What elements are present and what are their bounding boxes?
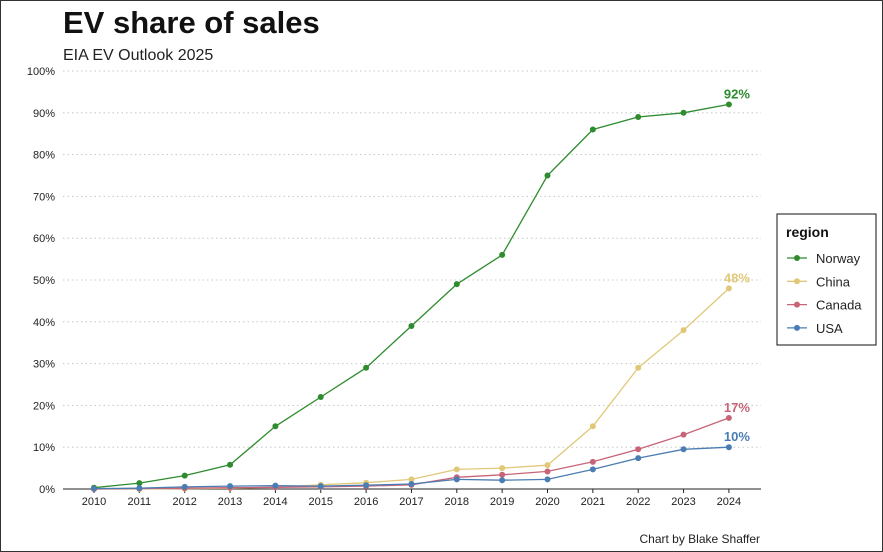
data-point-usa (227, 483, 234, 490)
data-point-norway (272, 423, 279, 430)
legend-label-canada: Canada (816, 298, 862, 313)
data-point-china (453, 466, 460, 473)
data-point-norway (181, 472, 188, 479)
data-point-canada (589, 458, 596, 465)
legend-marker-canada (794, 301, 800, 308)
data-point-norway (136, 480, 143, 487)
data-point-usa (136, 485, 143, 492)
end-label-canada: 17% (724, 400, 750, 415)
x-tick-label: 2012 (172, 496, 196, 508)
data-point-china (635, 364, 642, 371)
y-tick-label: 30% (33, 359, 55, 371)
chart-title: EV share of sales (63, 5, 320, 40)
data-point-canada (725, 414, 732, 421)
data-point-usa (272, 482, 279, 489)
data-point-norway (453, 281, 460, 288)
data-point-norway (499, 251, 506, 258)
data-point-china (408, 476, 415, 483)
x-tick-label: 2024 (717, 496, 741, 508)
data-point-canada (499, 471, 506, 478)
chart-caption: Chart by Blake Shaffer (639, 532, 760, 546)
data-point-usa (408, 480, 415, 487)
legend-box (776, 213, 877, 346)
legend-label-norway: Norway (816, 251, 861, 266)
y-tick-label: 0% (39, 484, 55, 496)
data-point-usa (91, 485, 97, 492)
data-point-china (680, 327, 687, 334)
x-tick-label: 2020 (535, 496, 559, 508)
data-point-usa (725, 444, 732, 451)
data-point-usa (635, 455, 642, 462)
x-tick-label: 2014 (263, 496, 287, 508)
x-tick-label: 2021 (581, 496, 605, 508)
data-point-china (725, 285, 732, 292)
data-point-canada (544, 468, 551, 475)
x-tick-label: 2015 (309, 496, 333, 508)
data-point-norway (317, 394, 324, 401)
data-point-norway (544, 172, 551, 179)
legend-marker-norway (794, 255, 800, 261)
x-axis: 2010 2011 2012 2013 2014 2015 2016 2017 2018 2019… (63, 488, 761, 508)
y-tick-label: 50% (33, 275, 55, 287)
end-label-usa: 10% (724, 429, 750, 444)
legend-title: region (786, 224, 829, 240)
data-point-norway (680, 109, 687, 116)
y-tick-label: 80% (33, 150, 55, 162)
y-tick-label: 40% (33, 317, 55, 329)
data-point-china (589, 423, 596, 430)
data-point-norway (363, 364, 370, 371)
series-group: 92% 48% 17% 10% (91, 86, 750, 492)
data-point-usa (544, 476, 551, 483)
x-tick-label: 2017 (399, 496, 423, 508)
x-tick-label: 2016 (354, 496, 378, 508)
y-tick-label: 10% (33, 442, 55, 454)
x-tick-label: 2022 (626, 496, 650, 508)
end-label-china: 48% (724, 270, 750, 285)
x-tick-label: 2019 (490, 496, 514, 508)
data-point-canada (680, 431, 687, 438)
y-tick-label: 60% (33, 233, 55, 245)
data-point-usa (589, 466, 596, 473)
data-point-usa (680, 446, 687, 453)
series-line-norway (93, 103, 730, 489)
end-label-norway: 92% (724, 86, 750, 101)
legend-label-china: China (816, 274, 851, 289)
data-point-norway (589, 126, 596, 133)
data-point-usa (453, 476, 460, 483)
data-point-usa (317, 483, 324, 490)
x-tick-label: 2018 (445, 496, 469, 508)
x-tick-label: 2011 (128, 496, 152, 508)
x-tick-label: 2010 (82, 496, 106, 508)
legend-marker-china (794, 278, 800, 285)
data-point-usa (499, 477, 506, 484)
y-axis: 0% 10% 20% 30% 40% 50% 60% 70% 80% 90% 100% (27, 66, 55, 496)
y-tick-label: 100% (27, 66, 55, 78)
data-point-norway (725, 101, 732, 108)
data-point-usa (181, 483, 188, 490)
data-point-china (499, 465, 506, 472)
data-point-norway (635, 113, 642, 120)
data-point-norway (408, 322, 415, 329)
legend-marker-usa (794, 324, 800, 331)
data-point-canada (635, 446, 642, 453)
chart-subtitle: EIA EV Outlook 2025 (63, 47, 213, 64)
y-tick-label: 90% (33, 108, 55, 120)
x-tick-label: 2013 (218, 496, 242, 508)
x-tick-label: 2023 (671, 496, 695, 508)
y-tick-label: 70% (33, 191, 55, 203)
y-tick-label: 20% (33, 400, 55, 412)
data-point-usa (363, 482, 370, 489)
legend-label-usa: USA (816, 321, 843, 336)
legend: region Norway China Canada USA (776, 213, 877, 346)
data-point-norway (227, 461, 234, 468)
grid-lines (63, 70, 761, 448)
data-point-china (544, 462, 551, 469)
